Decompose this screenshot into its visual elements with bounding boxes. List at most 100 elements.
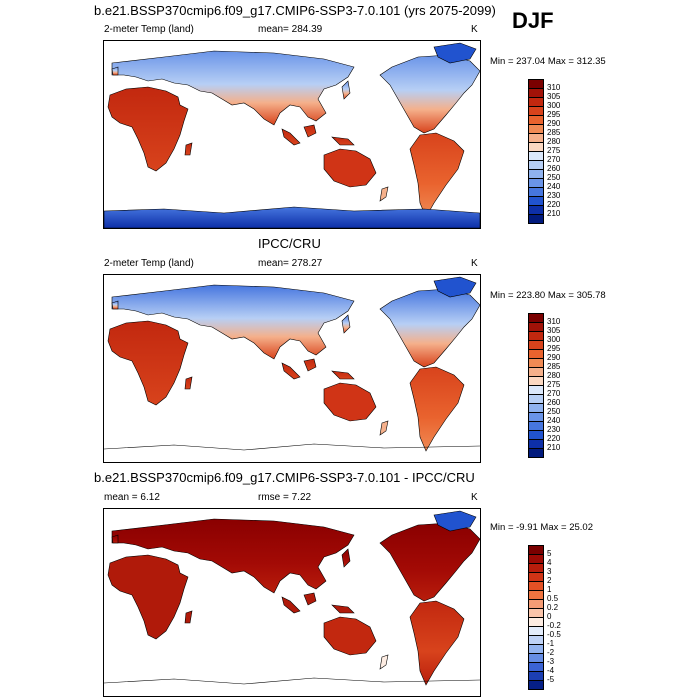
labelbar-swatch	[528, 448, 544, 458]
labelbar-label: 3	[547, 567, 552, 576]
season-label: DJF	[512, 8, 554, 33]
labelbar-label: 270	[547, 155, 561, 164]
labelbar-label: 305	[547, 92, 561, 101]
labelbar-swatch	[528, 680, 544, 690]
panel-3-mean: mean = 6.12	[104, 492, 160, 503]
labelbar-label: 210	[547, 443, 561, 452]
labelbar-label: 275	[547, 146, 561, 155]
japan-land	[341, 548, 351, 568]
madagascar-land	[184, 376, 193, 390]
australia-land	[323, 382, 377, 422]
borneo-land	[303, 592, 317, 606]
new-guinea-land	[331, 136, 355, 146]
borneo-land	[303, 358, 317, 372]
labelbar-label: -0.5	[547, 630, 561, 639]
panel-3-minmax: Min = -9.91 Max = 25.02	[490, 522, 593, 533]
africa-land	[107, 86, 189, 172]
panel-1-units: K	[471, 24, 478, 35]
south-america-land	[409, 132, 465, 218]
labelbar-label: -3	[547, 657, 555, 666]
south-america-land	[409, 600, 465, 686]
labelbar-label: 0	[547, 612, 552, 621]
panel-1-map	[103, 40, 481, 229]
eurasia-land	[111, 284, 355, 360]
antarctica-land	[104, 206, 480, 228]
labelbar-label: -2	[547, 648, 555, 657]
labelbar-label: 260	[547, 164, 561, 173]
labelbar-label: 5	[547, 549, 552, 558]
labelbar-label: 300	[547, 335, 561, 344]
labelbar-label: -4	[547, 666, 555, 675]
labelbar-label: 0.5	[547, 594, 559, 603]
labelbar-label: -1	[547, 639, 555, 648]
labelbar-label: 260	[547, 398, 561, 407]
labelbar-label: 0.2	[547, 603, 559, 612]
labelbar-label: 250	[547, 173, 561, 182]
labelbar-label: 295	[547, 110, 561, 119]
borneo-land	[303, 124, 317, 138]
sumatra-land	[281, 128, 301, 146]
africa-land	[107, 320, 189, 406]
africa-land	[107, 554, 189, 640]
antarctica-outline	[104, 677, 480, 685]
labelbar-label: 275	[547, 380, 561, 389]
greenland-land	[433, 510, 477, 532]
labelbar-label: 210	[547, 209, 561, 218]
labelbar-label: 250	[547, 407, 561, 416]
japan-land	[341, 80, 351, 100]
eurasia-land	[111, 518, 355, 594]
labelbar-label: 305	[547, 326, 561, 335]
sumatra-land	[281, 596, 301, 614]
japan-land	[341, 314, 351, 334]
uk-land	[111, 66, 119, 76]
panel-2-minmax: Min = 223.80 Max = 305.78	[490, 290, 606, 301]
labelbar-label: 220	[547, 200, 561, 209]
panel-1-title: b.e21.BSSP370cmip6.f09_g17.CMIP6-SSP3-7.…	[94, 3, 496, 18]
labelbar-label: 230	[547, 191, 561, 200]
north-america-land	[379, 54, 480, 134]
australia-land	[323, 148, 377, 188]
panel-3-units: K	[471, 492, 478, 503]
labelbar-label: 295	[547, 344, 561, 353]
labelbar-label: 290	[547, 353, 561, 362]
panel-2-units: K	[471, 258, 478, 269]
greenland-land	[433, 276, 477, 298]
labelbar-label: 220	[547, 434, 561, 443]
labelbar-label: 230	[547, 425, 561, 434]
panel-2-map	[103, 274, 481, 463]
labelbar-label: 285	[547, 362, 561, 371]
labelbar-label: 2	[547, 576, 552, 585]
australia-land	[323, 616, 377, 656]
antarctica-outline	[104, 443, 480, 451]
panel-3-rmse: rmse = 7.22	[258, 492, 312, 503]
madagascar-land	[184, 610, 193, 624]
north-america-land	[379, 522, 480, 602]
new-guinea-land	[331, 370, 355, 380]
labelbar-label: 280	[547, 371, 561, 380]
uk-land	[111, 300, 119, 310]
labelbar-label: 270	[547, 389, 561, 398]
new-zealand-land	[379, 186, 389, 202]
panel-1-variable: 2-meter Temp (land)	[104, 24, 194, 35]
labelbar-label: 310	[547, 317, 561, 326]
panel-2-title: IPCC/CRU	[258, 236, 321, 251]
labelbar-label: 290	[547, 119, 561, 128]
labelbar-label: 285	[547, 128, 561, 137]
panel-2-variable: 2-meter Temp (land)	[104, 258, 194, 269]
labelbar-label: 1	[547, 585, 552, 594]
panel-1-mean: mean= 284.39	[258, 24, 323, 35]
south-america-land	[409, 366, 465, 452]
new-zealand-land	[379, 420, 389, 436]
sumatra-land	[281, 362, 301, 380]
labelbar-label: 4	[547, 558, 552, 567]
labelbar-label: 300	[547, 101, 561, 110]
labelbar-label: -5	[547, 675, 555, 684]
panel-2-mean: mean= 278.27	[258, 258, 323, 269]
eurasia-land	[111, 50, 355, 126]
greenland-land	[433, 42, 477, 64]
new-guinea-land	[331, 604, 355, 614]
labelbar-label: -0.2	[547, 621, 561, 630]
labelbar-label: 280	[547, 137, 561, 146]
panel-3-title: b.e21.BSSP370cmip6.f09_g17.CMIP6-SSP3-7.…	[94, 470, 475, 485]
panel-1-minmax: Min = 237.04 Max = 312.35	[490, 56, 606, 67]
